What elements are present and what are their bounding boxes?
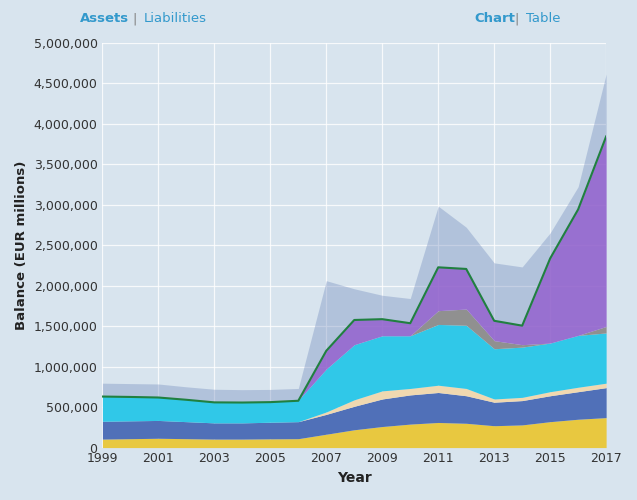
Text: Assets: Assets <box>80 12 129 26</box>
Y-axis label: Balance (EUR millions): Balance (EUR millions) <box>15 160 28 330</box>
Text: |: | <box>515 12 519 26</box>
X-axis label: Year: Year <box>337 471 371 485</box>
Text: Liabilities: Liabilities <box>143 12 206 26</box>
Text: Chart: Chart <box>475 12 515 26</box>
Text: Table: Table <box>526 12 560 26</box>
Text: |: | <box>132 12 137 26</box>
